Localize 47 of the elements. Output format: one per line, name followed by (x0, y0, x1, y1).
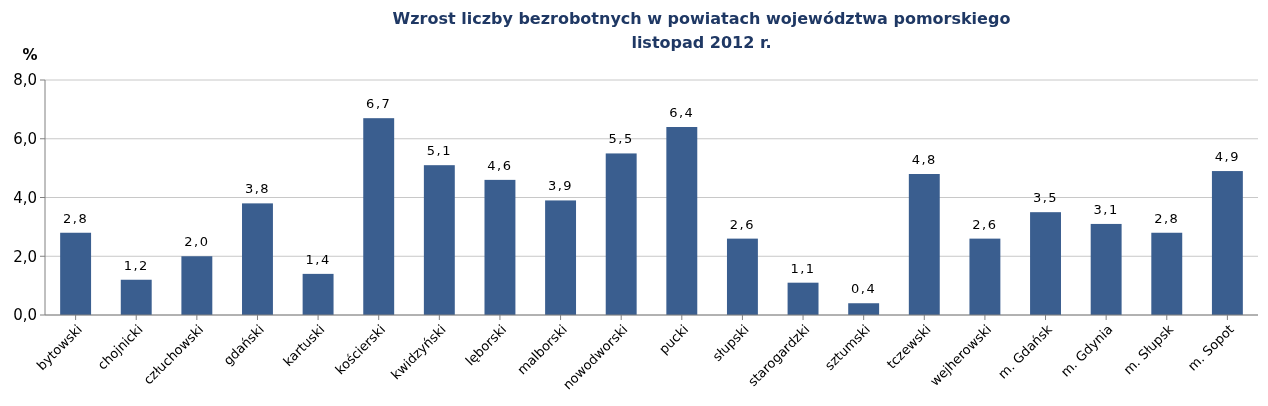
y-tick-label: 2,0 (13, 247, 37, 266)
y-tick-label: 4,0 (13, 188, 37, 207)
bar (242, 203, 273, 315)
data-label: 6,7 (366, 96, 392, 112)
bar (1211, 171, 1243, 315)
bar (484, 179, 516, 315)
data-label: 4,8 (911, 152, 937, 167)
bar (545, 200, 577, 315)
bar (1151, 232, 1183, 315)
data-label: 3,1 (1093, 201, 1119, 217)
bar (181, 256, 213, 315)
bar (908, 174, 940, 315)
bar (423, 165, 455, 315)
data-label: 3,8 (244, 181, 271, 197)
y-tick-label: 8,0 (13, 71, 37, 90)
bar (302, 273, 334, 315)
data-label: 1,2 (123, 257, 149, 273)
data-label: 2,0 (184, 234, 210, 250)
bar (787, 282, 819, 315)
y-tick-label: 0,0 (13, 306, 37, 325)
data-label: 2,6 (729, 216, 756, 232)
data-label: 2,8 (63, 210, 89, 226)
data-label: 5,1 (426, 143, 452, 159)
bar (120, 279, 152, 315)
data-label: 4,6 (487, 157, 513, 173)
data-label: 3,5 (1032, 190, 1059, 206)
bar (363, 118, 395, 315)
data-label: 3,9 (547, 178, 574, 194)
data-label: 1,4 (305, 251, 331, 267)
y-axis-title: % (22, 46, 38, 64)
bar (969, 238, 1001, 315)
bar (666, 127, 698, 315)
bar (605, 153, 637, 315)
data-label: 2,8 (1154, 210, 1180, 226)
bar (848, 303, 880, 315)
bar (1090, 223, 1122, 315)
bar (726, 238, 758, 315)
data-label: 5,5 (608, 131, 634, 147)
data-label: 2,6 (972, 216, 998, 232)
data-label: 1,1 (790, 260, 816, 276)
data-label: 4,9 (1214, 149, 1240, 165)
data-label: 6,4 (669, 105, 695, 120)
bar (60, 232, 92, 315)
data-label: 0,4 (851, 281, 877, 297)
bar (1030, 212, 1061, 315)
chart-title: Wzrost liczby bezrobotnych w powiatach województwa pomorskiego listopad 2012 r. (392, 9, 1011, 52)
y-tick-label: 6,0 (13, 130, 37, 148)
